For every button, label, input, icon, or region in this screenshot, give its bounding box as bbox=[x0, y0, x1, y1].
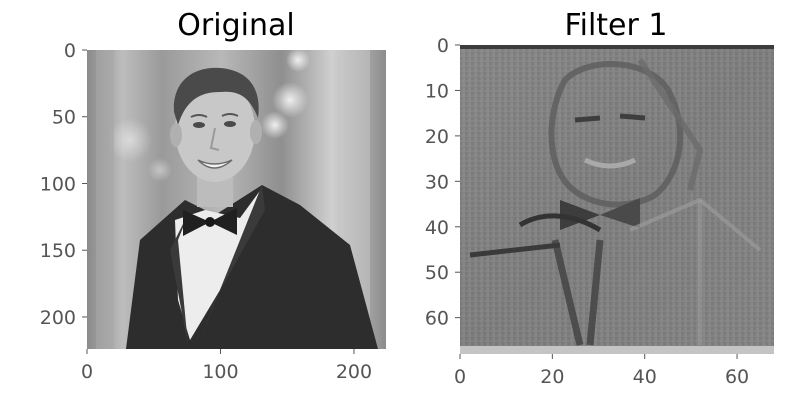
y-tick-label: 100 bbox=[40, 173, 76, 195]
y-tick-label: 50 bbox=[52, 107, 76, 129]
panel-filter-1: Filter 1 0 20 40 60 0 10 20 30 40 50 60 bbox=[425, 8, 774, 388]
y-tick-label: 0 bbox=[64, 40, 76, 62]
y-tick-label: 50 bbox=[425, 262, 449, 284]
x-tick-label: 60 bbox=[725, 366, 749, 388]
x-tick-label: 0 bbox=[454, 366, 466, 388]
y-tick-label: 20 bbox=[425, 126, 449, 148]
feature-map-image bbox=[460, 45, 774, 354]
y-tick-label: 10 bbox=[425, 80, 449, 102]
y-tick-label: 60 bbox=[425, 308, 449, 330]
y-axis: 0 10 20 30 40 50 60 bbox=[425, 35, 460, 330]
x-tick-label: 40 bbox=[633, 366, 657, 388]
y-tick-label: 0 bbox=[437, 35, 449, 57]
y-tick-label: 40 bbox=[425, 217, 449, 239]
x-tick-label: 20 bbox=[540, 366, 564, 388]
panel-original: Original bbox=[40, 8, 386, 383]
x-tick-label: 100 bbox=[202, 361, 238, 383]
y-tick-label: 200 bbox=[40, 307, 76, 329]
y-tick-label: 30 bbox=[425, 171, 449, 193]
y-tick-label: 150 bbox=[40, 240, 76, 262]
x-axis: 0 20 40 60 bbox=[454, 354, 749, 388]
panel-title: Original bbox=[177, 8, 294, 43]
panel-title: Filter 1 bbox=[565, 8, 668, 43]
x-tick-label: 200 bbox=[336, 361, 372, 383]
x-tick-label: 0 bbox=[81, 361, 93, 383]
y-axis: 0 50 100 150 200 bbox=[40, 40, 87, 329]
x-axis: 0 100 200 bbox=[81, 349, 372, 383]
photo-image bbox=[87, 50, 386, 349]
